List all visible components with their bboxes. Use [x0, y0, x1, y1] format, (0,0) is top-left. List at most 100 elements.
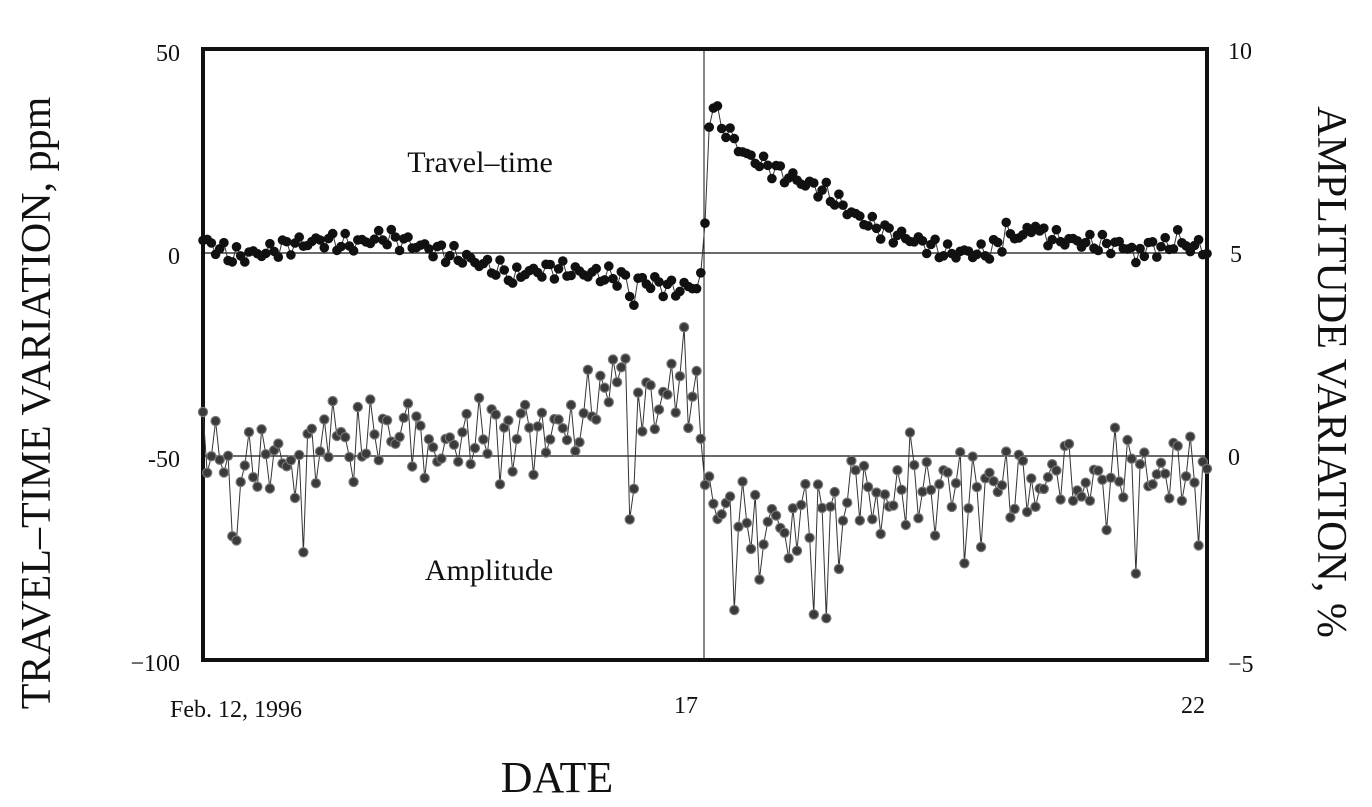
travel-time-point: [1139, 251, 1150, 262]
travel-time-point: [1114, 236, 1124, 247]
amplitude-point: [959, 558, 970, 569]
travel-time-point: [1097, 229, 1108, 240]
amplitude-point: [478, 434, 489, 445]
amplitude-point: [955, 447, 966, 458]
amplitude-point: [804, 532, 815, 544]
amplitude-point: [971, 481, 983, 493]
right-y-tick-labels: 10 5 0 −5: [1228, 39, 1254, 678]
travel-time-point: [867, 211, 878, 222]
amplitude-point: [867, 514, 878, 525]
amplitude-point: [574, 437, 585, 448]
amplitude-point: [875, 528, 886, 540]
amplitude-point: [1151, 469, 1163, 480]
amplitude-point: [407, 461, 418, 472]
travel-time-point: [829, 200, 840, 210]
amplitude-point: [394, 431, 405, 443]
amplitude-point: [365, 394, 376, 405]
amplitude-point: [570, 445, 581, 457]
travel-time-point: [821, 177, 832, 188]
amplitude-point: [929, 530, 941, 541]
amplitude-point: [218, 467, 230, 478]
travel-time-point: [319, 242, 330, 253]
travel-time-point: [1039, 223, 1049, 233]
amplitude-point: [1147, 479, 1158, 490]
travel-time-point: [445, 250, 455, 261]
amplitude-point: [545, 434, 556, 445]
amplitude-point: [222, 450, 234, 461]
amplitude-point: [1009, 503, 1020, 515]
x-axis-title: DATE: [501, 753, 613, 802]
travel-time-point: [1085, 229, 1095, 240]
amplitude-point: [1164, 493, 1175, 504]
amplitude-point: [524, 422, 535, 433]
amplitude-point: [1126, 453, 1137, 464]
travel-time-point: [273, 252, 284, 262]
amplitude-point: [678, 322, 690, 333]
amplitude-point: [515, 408, 527, 419]
amplitude-point: [210, 415, 221, 427]
amplitude-point: [637, 426, 648, 437]
travel-time-point: [1051, 224, 1062, 235]
travel-time-point: [888, 238, 899, 248]
travel-time-point: [729, 133, 740, 144]
amplitude-point: [925, 484, 937, 496]
travel-time-point: [1080, 237, 1091, 248]
left-y-tick-labels: 50 0 -50 −100: [130, 41, 180, 677]
right-y-tick-label: 0: [1228, 445, 1240, 471]
travel-time-point: [875, 234, 886, 244]
series-layer: [197, 101, 1213, 624]
amplitude-point: [348, 476, 359, 488]
amplitude-point: [511, 433, 523, 445]
amplitude-point: [871, 487, 882, 498]
travel-time-point: [1168, 244, 1179, 254]
travel-time-point: [604, 261, 614, 271]
travel-time-point: [599, 275, 610, 285]
travel-time-point: [620, 270, 631, 280]
amplitude-point: [1001, 446, 1012, 457]
amplitude-point: [239, 460, 250, 471]
amplitude-point: [783, 553, 794, 564]
amplitude-point: [327, 395, 338, 407]
amplitude-point: [360, 448, 372, 459]
travel-time-point: [507, 278, 518, 288]
amplitude-point: [340, 432, 351, 443]
travel-time-point: [976, 239, 986, 249]
amplitude-point: [1155, 457, 1167, 468]
travel-time-point: [1018, 230, 1028, 240]
amplitude-annotation: Amplitude: [425, 554, 553, 587]
travel-time-point: [558, 256, 568, 266]
amplitude-point: [599, 382, 610, 393]
amplitude-point: [1063, 438, 1075, 450]
amplitude-point: [762, 516, 774, 528]
amplitude-point: [1118, 492, 1129, 503]
amplitude-point: [540, 447, 552, 458]
amplitude-point: [917, 486, 928, 497]
amplitude-point: [620, 353, 631, 364]
amplitude-point: [1084, 495, 1096, 506]
travel-time-point: [666, 275, 677, 286]
travel-time-point: [566, 270, 576, 281]
amplitude-point: [846, 455, 857, 466]
travel-time-point: [1202, 248, 1212, 259]
travel-time-point: [1106, 248, 1116, 259]
amplitude-point: [729, 604, 740, 616]
amplitude-point: [858, 460, 870, 472]
amplitude-point: [1026, 473, 1037, 484]
travel-time-point: [403, 232, 413, 242]
amplitude-point: [201, 467, 213, 478]
amplitude-point: [1017, 455, 1029, 466]
amplitude-point: [741, 517, 753, 529]
travel-time-point: [763, 160, 773, 171]
amplitude-point: [1101, 524, 1112, 536]
travel-time-point: [265, 238, 275, 249]
amplitude-point: [1113, 476, 1125, 487]
travel-time-point: [240, 257, 250, 267]
amplitude-point: [724, 491, 736, 502]
amplitude-point: [758, 539, 769, 550]
amplitude-point: [624, 514, 635, 525]
amplitude-point: [214, 454, 225, 465]
amplitude-point: [733, 521, 744, 533]
travel-time-point: [315, 235, 325, 245]
amplitude-point: [829, 486, 840, 498]
